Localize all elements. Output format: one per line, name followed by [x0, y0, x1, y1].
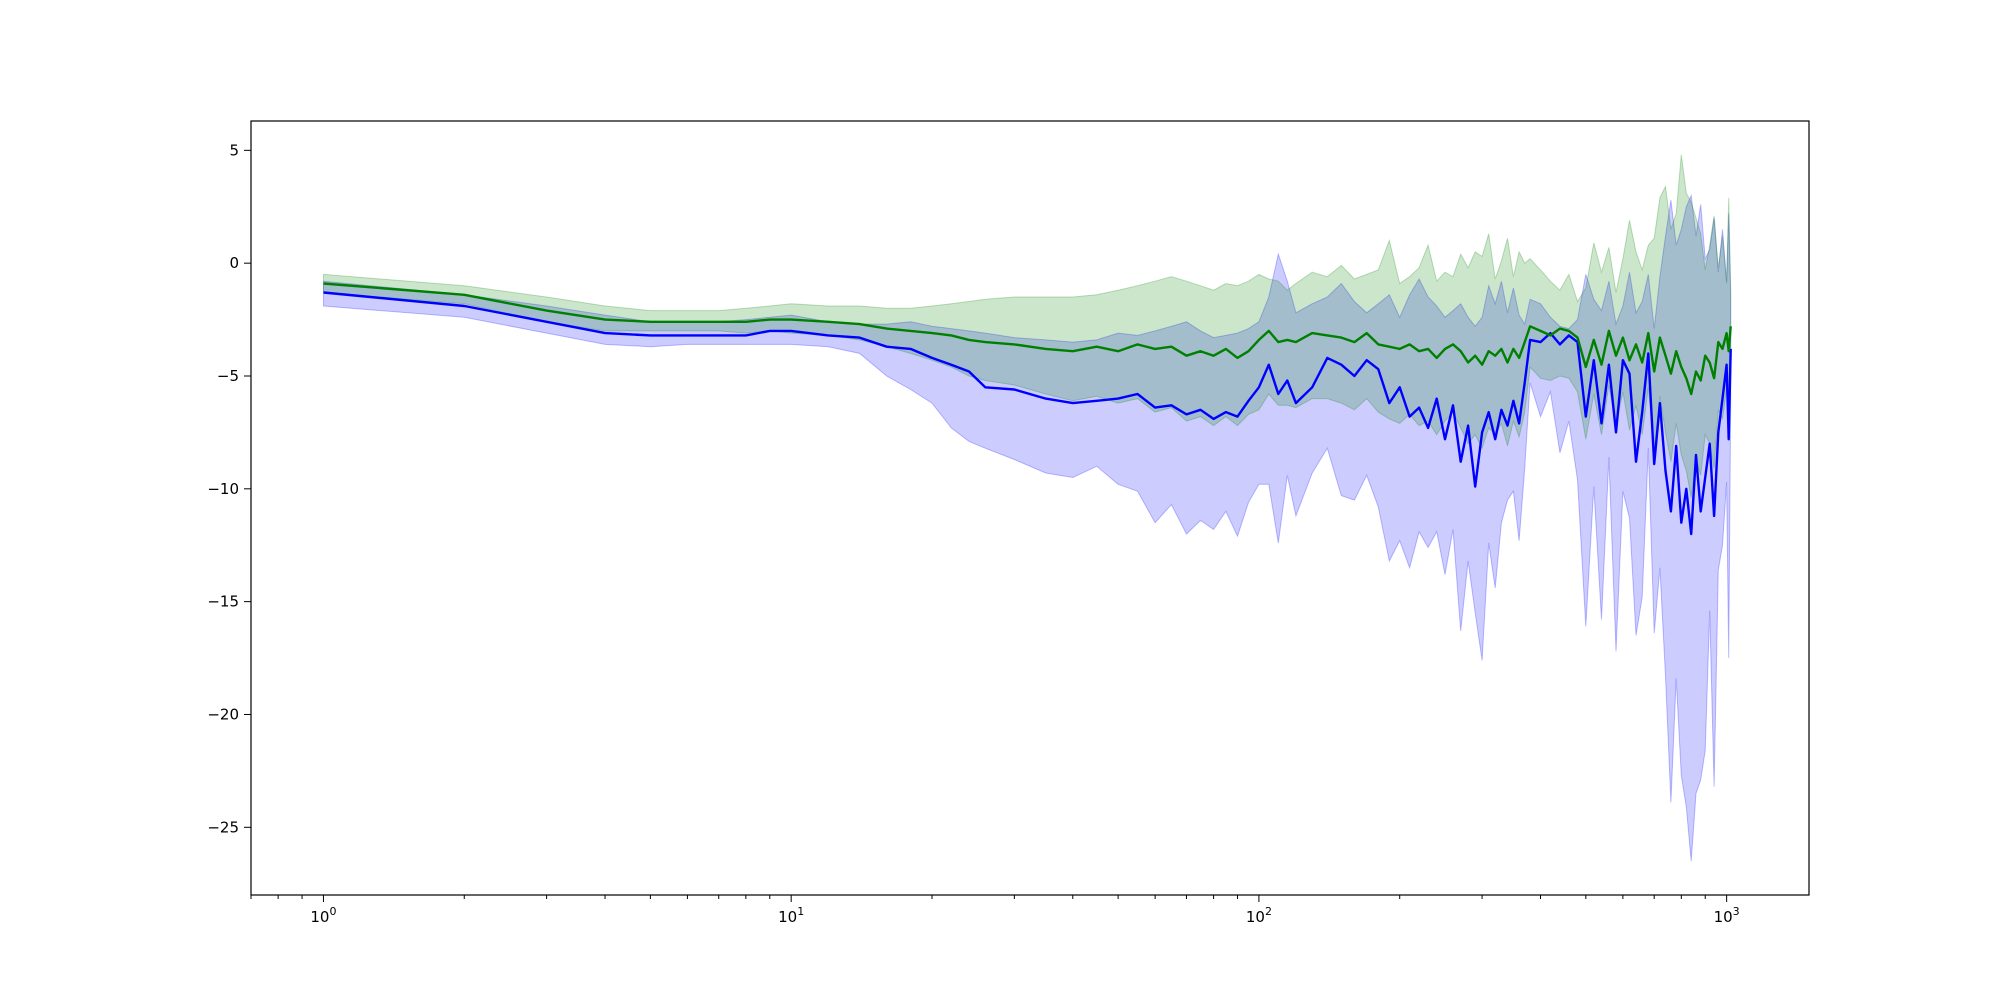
y-tick-label: −25 [207, 818, 239, 836]
axes-layer: 100 101 102 103 5 0 −5 −10 −15 −20 −25 [207, 141, 1739, 926]
y-tick-label: 0 [229, 254, 239, 272]
x-tick-label: 103 [1714, 905, 1740, 926]
y-tick-label: 5 [229, 141, 239, 159]
x-tick-label: 100 [310, 905, 336, 926]
plot-frame [250, 120, 1810, 896]
y-tick-label: −20 [207, 705, 239, 723]
x-tick-label: 101 [778, 905, 804, 926]
x-tick-label: 102 [1246, 905, 1272, 926]
series-2-line [323, 282, 1732, 396]
y-tick-label: −5 [217, 367, 239, 385]
y-tick-label: −10 [207, 480, 239, 498]
series-1-line [323, 291, 1732, 536]
series-layer [323, 154, 1732, 862]
y-tick-label: −15 [207, 593, 239, 611]
